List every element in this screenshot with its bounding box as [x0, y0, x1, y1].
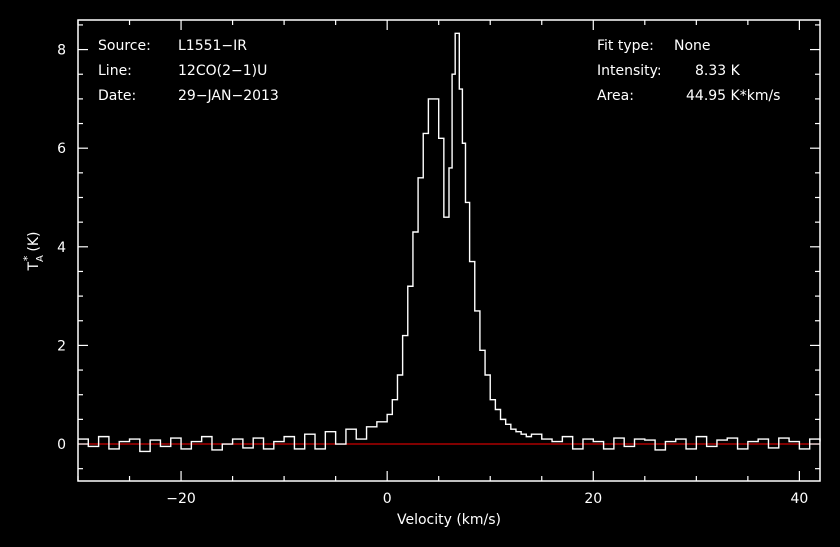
annotation-fit-value: None [674, 38, 711, 54]
annotation-line-value: 12CO(2−1)U [178, 63, 267, 79]
x-tick-label: −20 [166, 491, 196, 507]
y-axis-label-sup: * [21, 255, 34, 261]
annotation-line-key: Line: [98, 63, 132, 79]
spectrum-series-line [78, 32, 821, 453]
y-tick-label: 6 [57, 141, 66, 157]
y-tick-label: 0 [57, 437, 66, 453]
plot-frame [77, 19, 821, 482]
ticks-layer: −20 0 20 40 0 2 4 6 8 [57, 20, 820, 507]
y-axis-label-unit: (K) [26, 231, 42, 251]
annotation-source-value: L1551−IR [178, 38, 247, 54]
annotation-fit-key: Fit type: [597, 38, 654, 54]
svg-text:TA*(K): TA* (K) [21, 231, 46, 271]
annotation-intensity-value: 8.33 K [695, 63, 741, 79]
y-tick-label: 4 [57, 240, 66, 256]
y-axis-label: TA* (K) [21, 231, 46, 271]
x-axis-label: Velocity (km/s) [397, 512, 501, 528]
annotation-area-key: Area: [597, 88, 634, 104]
annotation-intensity-key: Intensity: [597, 63, 662, 79]
x-tick-label: 40 [790, 491, 808, 507]
annotation-right: Fit type: None Intensity: 8.33 K Area: 4… [597, 38, 780, 104]
y-axis-label-main: T [26, 262, 42, 272]
annotation-source-key: Source: [98, 38, 151, 54]
x-tick-label: 0 [383, 491, 392, 507]
annotation-date-value: 29−JAN−2013 [178, 88, 279, 104]
annotation-date-key: Date: [98, 88, 136, 104]
y-axis-label-sub: A [35, 255, 46, 262]
y-tick-label: 8 [57, 43, 66, 59]
annotation-left: Source: L1551−IR Line: 12CO(2−1)U Date: … [98, 38, 279, 104]
annotation-area-value: 44.95 K*km/s [686, 88, 780, 104]
x-tick-label: 20 [584, 491, 602, 507]
spectrum-layer [78, 32, 821, 453]
y-tick-label: 2 [57, 338, 66, 354]
